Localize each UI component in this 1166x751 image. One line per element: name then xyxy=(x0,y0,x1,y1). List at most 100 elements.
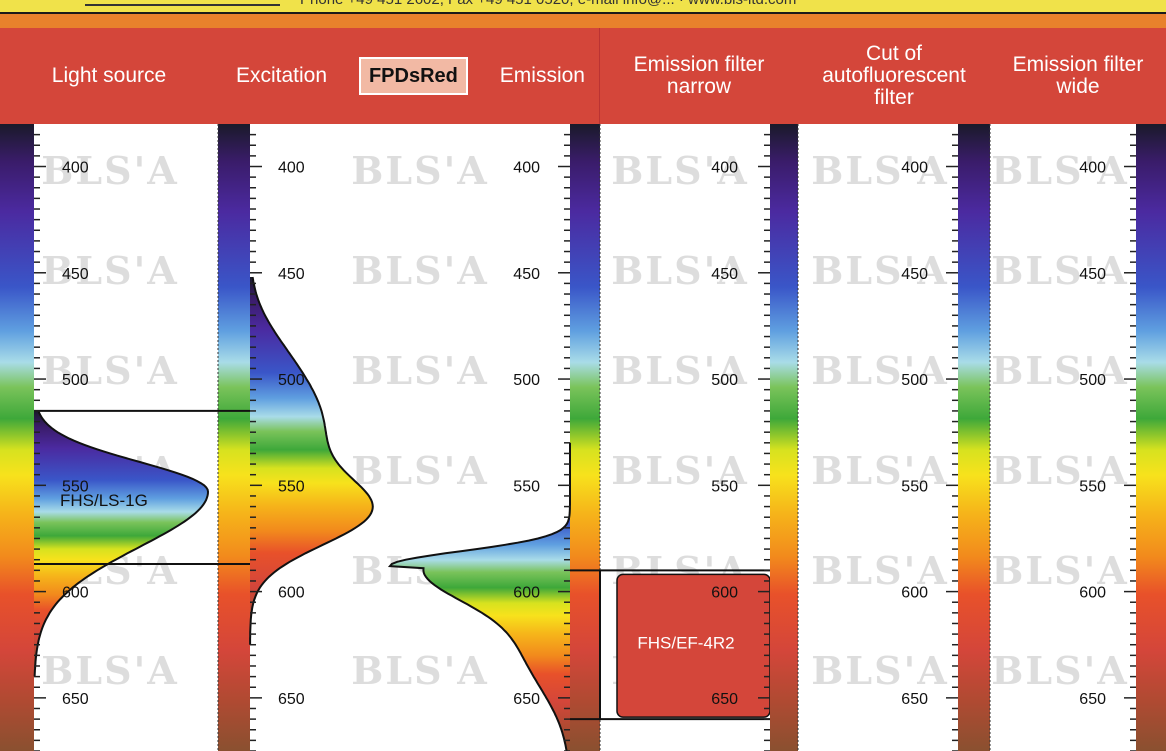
watermark-text: BLS'A xyxy=(611,348,748,393)
header-auto-line-1: Cut of xyxy=(865,42,922,65)
spectrum-plot: BLS'A BLS'A BLS'A BLS'A BLS'A BLS'A BLS'A BLS'A… xyxy=(0,124,1166,751)
watermark-text: BLS'A xyxy=(611,448,748,493)
decorative-strip xyxy=(0,14,1166,28)
axis-0-tick-label: 600 xyxy=(62,585,89,602)
axis-4-tick-label: 450 xyxy=(901,266,928,283)
axis-5-tick-label: 650 xyxy=(1079,691,1106,708)
header-excitation-emission: Excitation FPDsRed Emission xyxy=(218,28,600,124)
spectrum-bar-4 xyxy=(958,124,990,751)
header-auto-line-2: autofluorescent xyxy=(822,64,966,87)
watermark-text: BLS'A xyxy=(991,248,1128,293)
spectral-curves xyxy=(33,276,770,751)
watermark-text: BLS'A xyxy=(611,248,748,293)
header-wide-line-1: Emission filter xyxy=(1012,53,1144,76)
watermark-text: BLS'A xyxy=(991,448,1128,493)
spectrum-bar-2 xyxy=(570,124,600,751)
panel-plate-4 xyxy=(990,124,1136,751)
axis-2-tick-label: 500 xyxy=(513,372,540,389)
header-light-source: Light source xyxy=(0,28,219,124)
axis-1-tick-label: 400 xyxy=(278,160,305,177)
watermark-text: BLS'A xyxy=(991,348,1128,393)
header-autofluorescent-filter: Cut of autofluorescent filter xyxy=(798,28,991,124)
axis-3-tick-label: 550 xyxy=(711,478,738,495)
header-auto-line-3: filter xyxy=(874,86,914,109)
watermark-text: BLS'A xyxy=(611,148,748,193)
watermark-text: BLS'A xyxy=(811,348,948,393)
watermarks: BLS'A BLS'A BLS'A BLS'A BLS'A BLS'A BLS'A BLS'A… xyxy=(41,148,1128,693)
watermark-text: BLS'A xyxy=(991,648,1128,693)
contact-bar-rule xyxy=(85,0,280,6)
light-source-spectrum xyxy=(34,410,208,677)
axis-3-tick-label: 650 xyxy=(711,691,738,708)
axis-3-tick-label: 400 xyxy=(711,160,738,177)
header-emission-label: Emission xyxy=(499,64,585,87)
header-narrow-line-1: Emission filter xyxy=(633,53,765,76)
axis-5-tick-label: 550 xyxy=(1079,478,1106,495)
spectrum-bars xyxy=(0,124,1166,751)
axis-5-tick-label: 600 xyxy=(1079,585,1106,602)
watermark-text: BLS'A xyxy=(811,448,948,493)
light-source-curve xyxy=(33,410,210,677)
axis-3-tick-label: 500 xyxy=(711,372,738,389)
panel-plate-3 xyxy=(798,124,958,751)
watermark-text: BLS'A xyxy=(351,648,488,693)
axis-0-tick-label: 550 xyxy=(62,478,89,495)
watermark-text: BLS'A xyxy=(41,148,178,193)
axis-0-tick-label: 400 xyxy=(62,160,89,177)
header-light-source-label: Light source xyxy=(51,64,167,87)
axis-4-tick-label: 650 xyxy=(901,691,928,708)
header-narrow-line-2: narrow xyxy=(666,75,732,98)
header-emission-filter-wide: Emission filter wide xyxy=(990,28,1166,124)
filter-labels: FHS/LS-1G FHS/EF-4R2 xyxy=(60,491,735,652)
axis-1-tick-label: 500 xyxy=(278,372,305,389)
axis-3-tick-label: 600 xyxy=(711,585,738,602)
axis-4-tick-label: 600 xyxy=(901,585,928,602)
axis-2-tick-label: 400 xyxy=(513,160,540,177)
emission-spectrum xyxy=(390,442,570,751)
spectrum-bar-5 xyxy=(1136,124,1166,751)
watermark-text: BLS'A xyxy=(811,648,948,693)
contact-text: Phone +49 451 2602, Fax +49 451 0520, e-… xyxy=(300,0,796,8)
wavelength-axes: 400 450 500 550 600 650 400 450 500 550 600 650 400 4… xyxy=(34,133,1136,751)
emission-curve xyxy=(387,442,571,751)
axis-0-tick-label: 450 xyxy=(62,266,89,283)
axis-2-tick-label: 450 xyxy=(513,266,540,283)
emission-narrow-filter-label: FHS/EF-4R2 xyxy=(637,634,734,653)
axis-4-tick-label: 400 xyxy=(901,160,928,177)
axis-0-tick-label: 650 xyxy=(62,691,89,708)
watermark-text: BLS'A xyxy=(41,648,178,693)
spectrum-bar-3 xyxy=(770,124,798,751)
axis-3-tick-label: 450 xyxy=(711,266,738,283)
axis-2-tick-label: 650 xyxy=(513,691,540,708)
spectrum-bar-1 xyxy=(218,124,250,751)
header-wide-line-2: wide xyxy=(1056,75,1100,98)
axis-1-tick-label: 550 xyxy=(278,478,305,495)
axis-0-tick-label: 500 xyxy=(62,372,89,389)
watermark-text: BLS'A xyxy=(351,248,488,293)
header-excitation-label: Excitation xyxy=(236,64,328,87)
watermark-text: BLS'A xyxy=(991,548,1128,593)
axis-5-tick-label: 450 xyxy=(1079,266,1106,283)
watermark-text: BLS'A xyxy=(41,248,178,293)
watermark-text: BLS'A xyxy=(811,248,948,293)
watermark-text: BLS'A xyxy=(351,148,488,193)
watermark-text: BLS'A xyxy=(811,148,948,193)
axis-4-tick-label: 550 xyxy=(901,478,928,495)
axis-1-tick-label: 450 xyxy=(278,266,305,283)
axis-2-tick-label: 550 xyxy=(513,478,540,495)
watermark-text: BLS'A xyxy=(351,448,488,493)
watermark-text: BLS'A xyxy=(41,348,178,393)
watermark-text: BLS'A xyxy=(811,548,948,593)
axis-4-tick-label: 500 xyxy=(901,372,928,389)
axis-5-tick-label: 400 xyxy=(1079,160,1106,177)
narrow-filter-band xyxy=(616,573,770,718)
fluorophore-badge: FPDsRed xyxy=(358,57,468,95)
light-source-filter-label: FHS/LS-1G xyxy=(60,491,148,510)
axis-5-tick-label: 500 xyxy=(1079,372,1106,389)
axis-2-tick-label: 600 xyxy=(513,585,540,602)
contact-bar: Phone +49 451 2602, Fax +49 451 0520, e-… xyxy=(0,0,1166,14)
excitation-spectrum xyxy=(250,277,373,645)
spectrum-bar-0 xyxy=(0,124,34,751)
excitation-curve xyxy=(249,276,374,645)
